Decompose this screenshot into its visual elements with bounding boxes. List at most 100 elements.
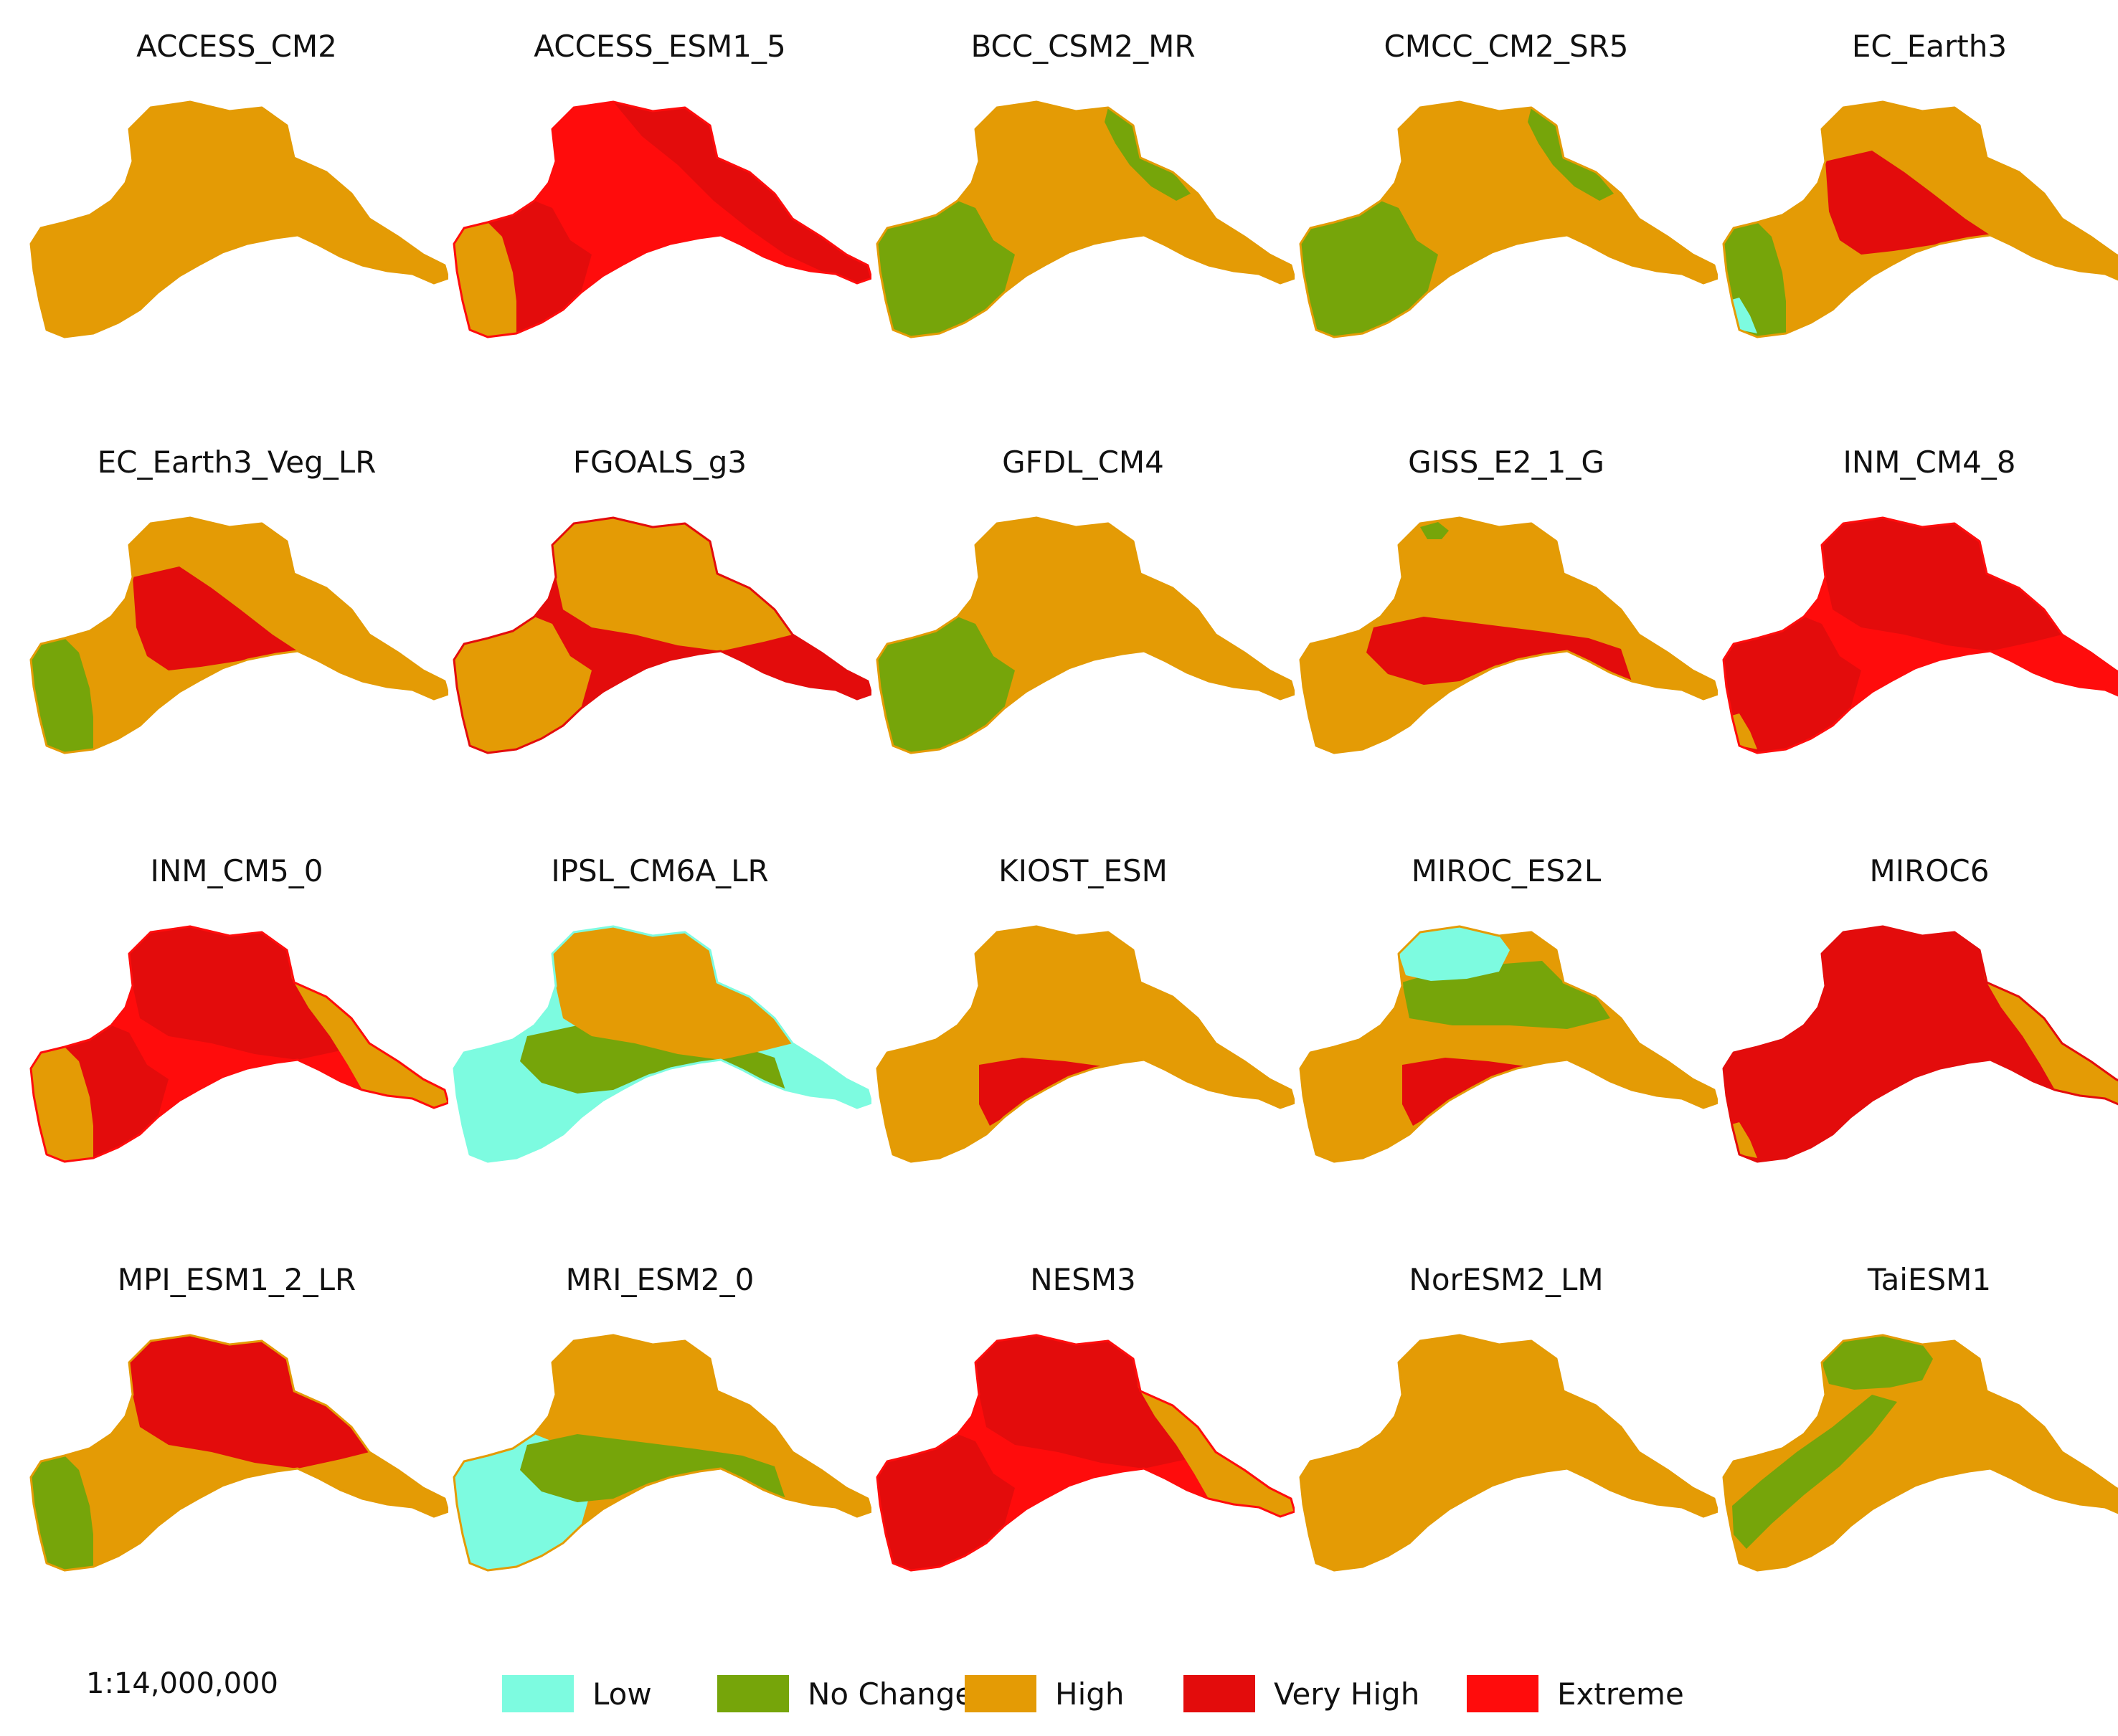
legend-item-very-high: Very High (1183, 1672, 1419, 1715)
panel-title: INM_CM5_0 (150, 853, 323, 888)
legend-swatch-no-change (717, 1675, 789, 1712)
panel-title: MIROC_ES2L (1411, 853, 1602, 888)
basin-outline (453, 516, 871, 754)
zone-no-change (877, 617, 1015, 753)
panel-title: KIOST_ESM (998, 853, 1168, 888)
zone-very-high (1822, 518, 2062, 651)
panel-title: GFDL_CM4 (1002, 445, 1164, 480)
panel-title: MIROC6 (1869, 853, 1990, 888)
zone-no-change (1420, 522, 1449, 539)
zone-high (552, 518, 793, 651)
zone-very-high (1724, 617, 1861, 753)
panel-ipsl-cm6a-lr: IPSL_CM6A_LR (448, 853, 871, 1255)
panel-fgoals-g3: FGOALS_g3 (448, 445, 871, 846)
basin-map-access-esm1-5 (453, 100, 871, 338)
basin-map-miroc-es2l (1299, 925, 1718, 1163)
legend-swatch-very-high (1183, 1675, 1255, 1712)
zone-no-change (1300, 201, 1438, 337)
panel-title: NESM3 (1030, 1262, 1136, 1297)
basin-map-fgoals-g3 (453, 516, 871, 754)
panel-mpi-esm1-2-lr: MPI_ESM1_2_LR (25, 1262, 448, 1664)
zone-no-change (520, 1434, 785, 1502)
basin-outline (876, 1334, 1295, 1572)
basin-map-inm-cm5-0 (29, 925, 448, 1163)
basin-map-taiesm1 (1722, 1334, 2118, 1572)
panel-ec-earth3: EC_Earth3 (1718, 29, 2118, 430)
zone-high (454, 617, 592, 753)
zone-high (552, 926, 793, 1060)
basin-map-bcc-csm2-mr (876, 100, 1295, 338)
basin-outline (29, 516, 448, 754)
basin-outline (1722, 516, 2118, 754)
basin-outline (1299, 925, 1718, 1163)
zone-high (1300, 1335, 1718, 1570)
basin-outline (876, 516, 1295, 754)
basin-outline (1722, 1334, 2118, 1572)
zone-high (31, 1047, 93, 1162)
panel-title: ACCESS_CM2 (136, 29, 337, 64)
panel-ec-earth3-veg-lr: EC_Earth3_Veg_LR (25, 445, 448, 846)
panel-miroc6: MIROC6 (1718, 853, 2118, 1255)
legend-swatch-high (965, 1675, 1036, 1712)
zone-very-high (613, 102, 871, 283)
panel-access-esm1-5: ACCESS_ESM1_5 (448, 29, 871, 430)
basin-outline (1722, 100, 2118, 338)
zone-very-high (1366, 617, 1632, 685)
basin-outline (1722, 925, 2118, 1163)
legend-item-high: High (965, 1672, 1125, 1715)
basin-outline (876, 925, 1295, 1163)
basin-outline (453, 100, 871, 338)
panel-noresm2-lm: NorESM2_LM (1295, 1262, 1718, 1664)
panel-cmcc-cm2-sr5: CMCC_CM2_SR5 (1295, 29, 1718, 430)
panel-title: TaiESM1 (1867, 1262, 1992, 1297)
basin-outline (453, 925, 871, 1163)
basin-outline (1299, 516, 1718, 754)
panel-miroc-es2l: MIROC_ES2L (1295, 853, 1718, 1255)
panel-gfdl-cm4: GFDL_CM4 (871, 445, 1295, 846)
basin-map-giss-e2-1-g (1299, 516, 1718, 754)
panel-kiost-esm: KIOST_ESM (871, 853, 1295, 1255)
panel-bcc-csm2-mr: BCC_CSM2_MR (871, 29, 1295, 430)
panel-title: BCC_CSM2_MR (970, 29, 1196, 64)
basin-map-mri-esm2-0 (453, 1334, 871, 1572)
panel-title: NorESM2_LM (1409, 1262, 1604, 1297)
zone-very-high (975, 1335, 1216, 1469)
zone-very-high (877, 1434, 1015, 1570)
panel-inm-cm5-0: INM_CM5_0 (25, 853, 448, 1255)
zone-no-change (31, 638, 93, 753)
basin-outline (1299, 100, 1718, 338)
legend-swatch-extreme (1467, 1675, 1538, 1712)
legend-item-low: Low (502, 1672, 652, 1715)
panel-title: MPI_ESM1_2_LR (117, 1262, 356, 1297)
basin-outline (29, 100, 448, 338)
panel-inm-cm4-8: INM_CM4_8 (1718, 445, 2118, 846)
panel-nesm3: NESM3 (871, 1262, 1295, 1664)
legend: Low No Change High Very High Extreme (0, 1649, 2118, 1721)
zone-high (1724, 1335, 2118, 1570)
zone-no-change (877, 201, 1015, 337)
basin-outline (876, 100, 1295, 338)
panel-access-cm2: ACCESS_CM2 (25, 29, 448, 430)
basin-map-cmcc-cm2-sr5 (1299, 100, 1718, 338)
zone-no-change (1822, 1335, 1933, 1390)
zone-high (31, 102, 448, 337)
basin-map-miroc6 (1722, 925, 2118, 1163)
zone-no-change (520, 1025, 785, 1094)
zone-high (454, 222, 516, 337)
basin-outline (1299, 1334, 1718, 1572)
legend-item-no-change: No Change (717, 1672, 973, 1715)
zone-no-change (1528, 108, 1614, 201)
legend-label-extreme: Extreme (1557, 1676, 1684, 1712)
zone-no-change (1105, 108, 1191, 201)
zone-very-high (133, 566, 298, 670)
basin-map-ipsl-cm6a-lr (453, 925, 871, 1163)
basin-map-noresm2-lm (1299, 1334, 1718, 1572)
panel-title: MRI_ESM2_0 (565, 1262, 755, 1297)
basin-map-ec-earth3 (1722, 100, 2118, 338)
zone-very-high (1724, 926, 2118, 1162)
legend-swatch-low (502, 1675, 574, 1712)
basin-outline (29, 925, 448, 1163)
basin-map-access-cm2 (29, 100, 448, 338)
basin-outline (453, 1334, 871, 1572)
